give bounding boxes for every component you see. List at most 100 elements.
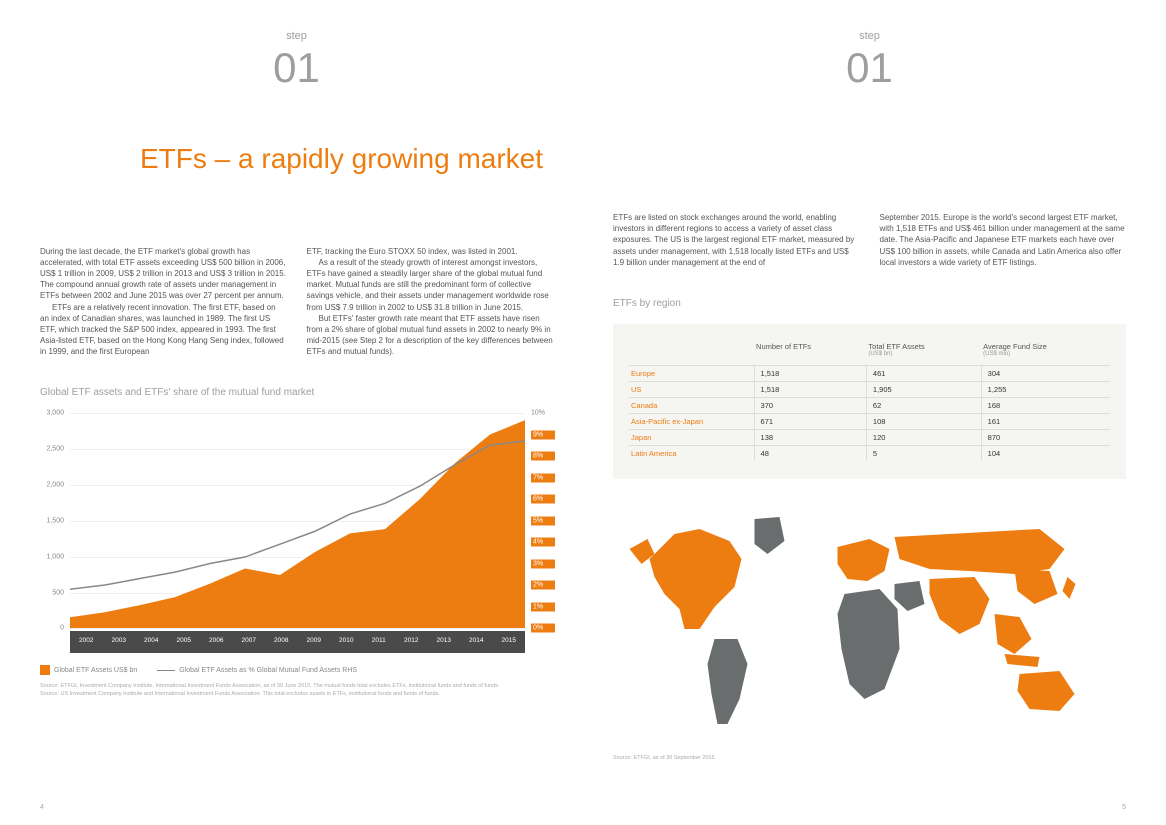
y-right-tick: 5%: [531, 516, 555, 525]
map-source: Source: ETFGI, as of 30 September 2015.: [613, 755, 1126, 762]
map-east-asia: [1015, 569, 1058, 604]
region-table: Number of ETFsTotal ETF Assets(US$ bn)Av…: [629, 338, 1110, 461]
region-table-container: Number of ETFsTotal ETF Assets(US$ bn)Av…: [613, 324, 1126, 479]
y-right-tick: 3%: [531, 559, 555, 568]
table-row: Latin America485104: [629, 445, 1110, 461]
y-right-tick: 6%: [531, 495, 555, 504]
map-middle-east: [895, 581, 925, 611]
y-right-tick: 1%: [531, 602, 555, 611]
y-right-tick: 7%: [531, 473, 555, 482]
table-cell: 1,905: [866, 381, 981, 397]
region-name: Canada: [629, 397, 754, 413]
body-col-2: ETF, tracking the Euro STOXX 50 index, w…: [307, 246, 554, 358]
para: ETFs are a relatively recent innovation.…: [40, 302, 287, 358]
table-header: Number of ETFs: [754, 338, 866, 359]
table-cell: 370: [754, 397, 866, 413]
y-right-tick: 10%: [531, 410, 555, 417]
chart-title: Global ETF assets and ETFs' share of the…: [40, 387, 553, 398]
table-cell: 461: [866, 365, 981, 381]
x-tick: 2010: [330, 631, 363, 653]
y-right-tick: 0%: [531, 624, 555, 633]
table-cell: 161: [981, 413, 1110, 429]
legend-swatch-icon: [40, 665, 50, 675]
table-header: Total ETF Assets(US$ bn): [866, 338, 981, 359]
map-greenland: [755, 517, 785, 554]
x-tick: 2009: [298, 631, 331, 653]
legend-area: Global ETF Assets US$ bn: [40, 665, 137, 675]
legend-line-icon: [157, 670, 175, 672]
x-tick: 2014: [460, 631, 493, 653]
table-cell: 304: [981, 365, 1110, 381]
y-right-tick: 4%: [531, 538, 555, 547]
map-japan: [1063, 577, 1076, 599]
para: During the last decade, the ETF market's…: [40, 246, 287, 302]
table-header: [629, 338, 754, 359]
table-cell: 138: [754, 429, 866, 445]
y-left-tick: 2,500: [40, 446, 64, 453]
y-left-tick: 3,000: [40, 410, 64, 417]
legend-line: Global ETF Assets as % Global Mutual Fun…: [157, 667, 357, 674]
y-left-tick: 2,000: [40, 482, 64, 489]
section-title: ETFs by region: [613, 298, 1126, 309]
y-left-tick: 0: [40, 625, 64, 632]
table-header: Average Fund Size(US$ mio): [981, 338, 1110, 359]
table-cell: 48: [754, 445, 866, 461]
intro-col-2: September 2015. Europe is the world's se…: [880, 212, 1127, 268]
table-row: Europe1,518461304: [629, 365, 1110, 381]
x-tick: 2013: [428, 631, 461, 653]
x-tick: 2011: [363, 631, 396, 653]
y-right-tick: 9%: [531, 430, 555, 439]
map-se-asia: [995, 614, 1032, 654]
table-row: Canada37062168: [629, 397, 1110, 413]
chart-legend: Global ETF Assets US$ bn Global ETF Asse…: [40, 665, 553, 675]
step-number: 01: [40, 44, 553, 92]
x-tick: 2007: [233, 631, 266, 653]
y-left-tick: 1,000: [40, 553, 64, 560]
y-right-tick: 8%: [531, 452, 555, 461]
legend-label: Global ETF Assets as % Global Mutual Fun…: [179, 667, 357, 674]
table-cell: 671: [754, 413, 866, 429]
x-axis: 2002200320042005200620072008200920102011…: [70, 631, 525, 653]
area-series: [70, 421, 525, 629]
table-cell: 120: [866, 429, 981, 445]
body-text: During the last decade, the ETF market's…: [40, 246, 553, 358]
table-cell: 104: [981, 445, 1110, 461]
region-name: Latin America: [629, 445, 754, 461]
step-label: step: [40, 30, 553, 42]
page-right: step 01 ETFs are listed on stock exchang…: [583, 0, 1166, 825]
y-axis-left: 05001,0001,5002,0002,5003,000: [40, 413, 68, 628]
footnote-line: Source: US Investment Company Institute …: [40, 691, 553, 698]
x-tick: 2008: [265, 631, 298, 653]
body-col-1: During the last decade, the ETF market's…: [40, 246, 287, 358]
table-cell: 1,518: [754, 365, 866, 381]
page-left: step 01 ETFs – a rapidly growing market …: [0, 0, 583, 825]
table-row: Japan138120870: [629, 429, 1110, 445]
y-right-tick: 2%: [531, 581, 555, 590]
map-africa: [838, 589, 900, 699]
area-line-chart: 05001,0001,5002,0002,5003,000 0%1%2%3%4%…: [40, 413, 553, 653]
page-number: 4: [40, 804, 44, 811]
table-cell: 1,255: [981, 381, 1110, 397]
table-cell: 62: [866, 397, 981, 413]
map-south-america: [708, 639, 748, 724]
region-name: Asia-Pacific ex-Japan: [629, 413, 754, 429]
x-tick: 2004: [135, 631, 168, 653]
x-tick: 2012: [395, 631, 428, 653]
x-tick: 2002: [70, 631, 103, 653]
x-tick: 2003: [103, 631, 136, 653]
footnote-line: Source: ETFGI, Investment Company Instit…: [40, 683, 553, 690]
map-europe: [838, 539, 890, 581]
page-title: ETFs – a rapidly growing market: [140, 142, 553, 176]
step-number: 01: [613, 44, 1126, 92]
para: ETF, tracking the Euro STOXX 50 index, w…: [307, 246, 554, 257]
intro-text: ETFs are listed on stock exchanges aroun…: [613, 212, 1126, 268]
map-russia: [895, 529, 1065, 574]
y-left-tick: 500: [40, 589, 64, 596]
x-tick: 2005: [168, 631, 201, 653]
region-name: US: [629, 381, 754, 397]
para: As a result of the steady growth of inte…: [307, 257, 554, 313]
table-cell: 1,518: [754, 381, 866, 397]
intro-col-1: ETFs are listed on stock exchanges aroun…: [613, 212, 860, 268]
table-cell: 5: [866, 445, 981, 461]
region-name: Japan: [629, 429, 754, 445]
